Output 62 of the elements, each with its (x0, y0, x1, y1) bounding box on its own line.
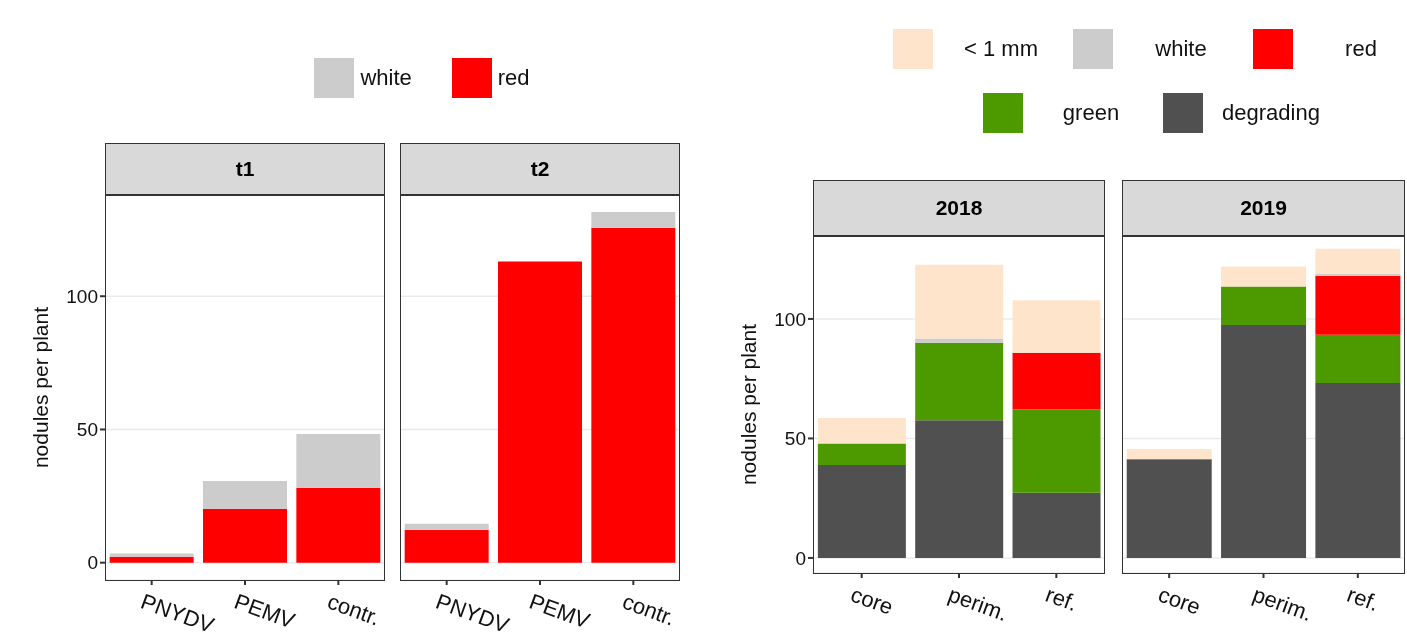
bar (1126, 459, 1212, 558)
y-tick-label: 0 (87, 552, 98, 574)
x-tick-label: contr. (619, 588, 679, 631)
bar (915, 264, 1004, 339)
bar (591, 227, 676, 563)
bar (1315, 248, 1401, 274)
legend-label: green (1061, 100, 1121, 127)
chart-title: 2018 (813, 180, 1105, 236)
bar (296, 487, 381, 563)
bar (915, 420, 1004, 558)
bar (404, 523, 489, 530)
legend-label: white (1154, 36, 1208, 63)
x-tick-label: PEMV (525, 588, 594, 634)
x-tick-label: ref. (1343, 581, 1383, 616)
bar (1315, 382, 1401, 558)
bar (203, 508, 287, 563)
legend-label: < 1 mm (963, 36, 1039, 63)
chart-title: t2 (400, 143, 680, 195)
bar (404, 529, 489, 563)
bar (109, 553, 194, 557)
bar (1012, 409, 1101, 493)
bar (109, 556, 194, 563)
y-axis-title: nodules per plant (737, 323, 761, 486)
bar (591, 212, 676, 228)
y-tick-label: 100 (66, 285, 98, 307)
x-tick-label: perim. (944, 581, 1011, 627)
bar (817, 417, 906, 444)
bar (915, 342, 1004, 421)
chart-title: 2019 (1122, 180, 1405, 236)
legend-label: degrading (1221, 100, 1321, 127)
bar (498, 261, 582, 563)
y-tick-label: 50 (784, 428, 806, 450)
bar (1012, 492, 1101, 558)
x-tick-label: core (847, 581, 897, 620)
bar (915, 338, 1004, 343)
y-axis-title: nodules per plant (29, 306, 53, 469)
x-tick-label: perim. (1249, 581, 1316, 627)
bar (1315, 275, 1401, 335)
bar (1221, 266, 1307, 287)
y-tick-label: 100 (774, 308, 806, 330)
bar (1126, 448, 1212, 459)
x-tick-label: PEMV (230, 588, 299, 634)
bar (203, 480, 287, 509)
x-tick-label: contr. (324, 588, 384, 631)
legend-label: red (497, 65, 530, 92)
chart-title: t1 (105, 143, 385, 195)
bar (817, 443, 906, 465)
x-tick-label: ref. (1042, 581, 1081, 616)
legend-label: white (360, 65, 412, 92)
x-tick-label: core (1155, 581, 1204, 620)
bar (1221, 324, 1307, 558)
legend-label: red (1344, 36, 1378, 63)
x-tick-label: PNYDV (137, 588, 218, 639)
bar (296, 433, 381, 488)
bar (1012, 352, 1101, 410)
bar (1012, 300, 1101, 353)
y-tick-label: 50 (76, 419, 98, 441)
x-tick-label: PNYDV (432, 588, 513, 639)
y-tick-label: 0 (795, 547, 806, 569)
bar (1315, 334, 1401, 383)
bar (817, 464, 906, 558)
bar (1221, 286, 1307, 325)
